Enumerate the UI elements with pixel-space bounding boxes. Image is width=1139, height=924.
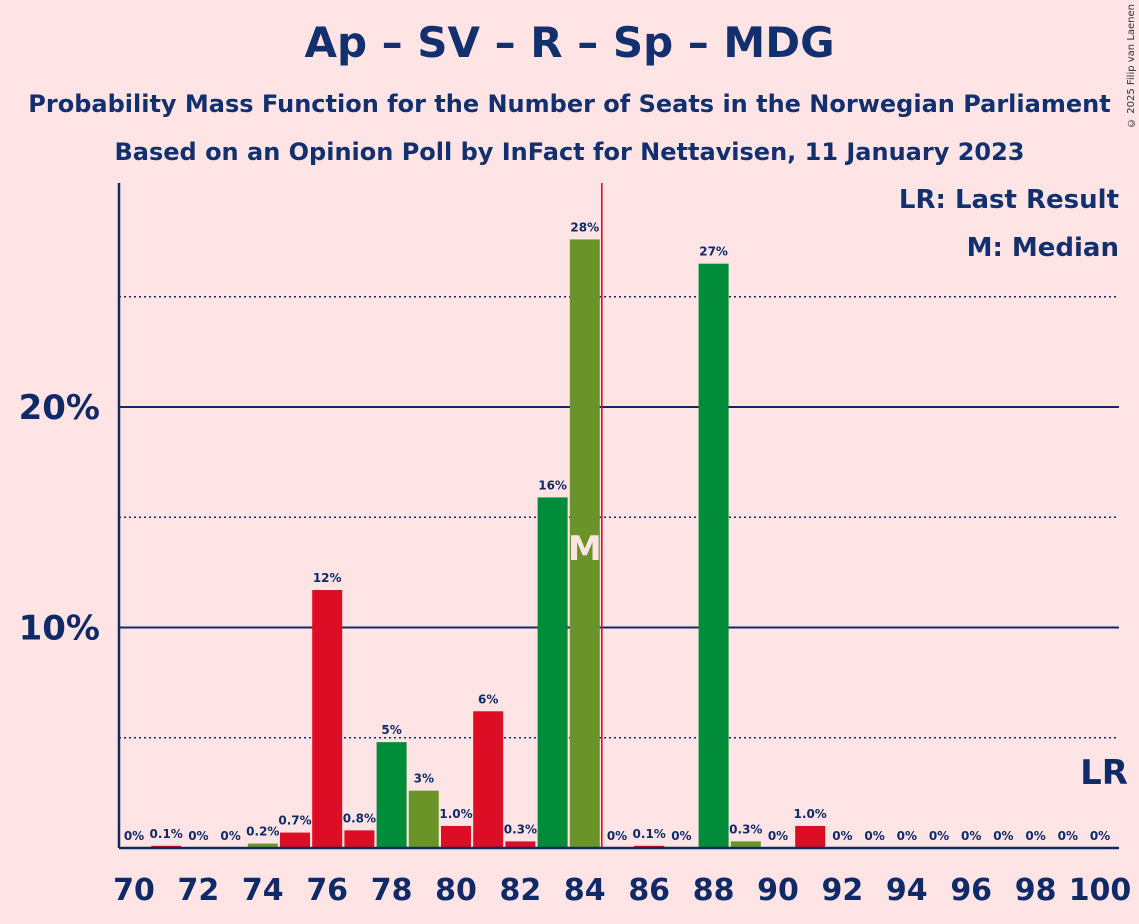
bar-label: 0.2% (246, 825, 279, 839)
bar-label: 0% (897, 829, 917, 843)
bar-label: 1.0% (794, 807, 827, 821)
bars (151, 239, 826, 849)
bar-label: 0.7% (278, 814, 311, 828)
chart-title: Ap – SV – R – Sp – MDG (304, 18, 835, 67)
bar-label: 0% (929, 829, 949, 843)
bar-label: 0.1% (633, 827, 666, 841)
last-result-marker: LR (1080, 753, 1128, 793)
bar-label: 27% (699, 245, 728, 259)
bar-label: 0% (864, 829, 884, 843)
chart-subtitle: Probability Mass Function for the Number… (28, 90, 1111, 118)
chart-source: Based on an Opinion Poll by InFact for N… (114, 138, 1025, 166)
bar-labels: 0% 0.1% 0% 0% 0.2%0.7% 12% 0.8% 5% 3% 1.0% 6% 0.3% 1… (124, 220, 1110, 843)
bar-label: 28% (570, 220, 599, 234)
gridlines (119, 295, 1119, 739)
x-tick-label: 100 (1069, 873, 1132, 908)
bar-label: 0% (832, 829, 852, 843)
bar-label: 0.3% (729, 822, 762, 836)
x-tick-label: 98 (1015, 873, 1057, 908)
x-tick-label: 92 (822, 873, 864, 908)
bar (698, 263, 729, 848)
bar (312, 590, 343, 848)
axes: 10% 20% 70 72 74 76 78 80 82 84 86 88 90 92 94 96 98 100 L… (19, 183, 1132, 908)
bar-label: 0.3% (504, 822, 537, 836)
bar (473, 711, 504, 848)
bar-label: 0% (220, 829, 240, 843)
x-tick-label: 82 (500, 873, 542, 908)
y-tick-label: 20% (19, 388, 100, 428)
bar (505, 841, 536, 848)
bar (376, 742, 407, 848)
bar (408, 790, 439, 848)
bar-label: 0% (993, 829, 1013, 843)
x-tick-label: 78 (371, 873, 413, 908)
bar-label: 0% (124, 829, 144, 843)
x-tick-label: 70 (113, 873, 155, 908)
bar-label: 1.0% (439, 807, 472, 821)
x-tick-label: 86 (628, 873, 670, 908)
bar-label: 0% (1025, 829, 1045, 843)
bar-label: 0% (1090, 829, 1110, 843)
bar-label: 6% (478, 692, 498, 706)
x-tick-label: 94 (886, 873, 928, 908)
bar-label: 0.8% (343, 811, 376, 825)
bar-label: 0.1% (150, 827, 183, 841)
x-tick-label: 72 (178, 873, 220, 908)
bar (280, 832, 310, 848)
x-tick-label: 84 (564, 873, 606, 908)
bar-label: 0% (188, 829, 208, 843)
x-tick-label: 96 (950, 873, 992, 908)
bar (247, 843, 278, 848)
bar (730, 841, 761, 848)
x-tick-label: 76 (306, 873, 348, 908)
bar-label: 0% (671, 829, 691, 843)
bar-label: 0% (768, 829, 788, 843)
bar-label: 16% (538, 478, 567, 492)
x-tick-label: 80 (435, 873, 477, 908)
bar (795, 825, 826, 848)
bar (569, 239, 600, 849)
bar (441, 825, 471, 848)
x-tick-label: 88 (693, 873, 735, 908)
bar-label: 12% (313, 571, 342, 585)
bar-label: 5% (381, 723, 401, 737)
bar-label: 3% (414, 772, 434, 786)
legend-last-result: LR: Last Result (898, 185, 1119, 215)
bar-label: 0% (961, 829, 981, 843)
bar (537, 497, 568, 848)
y-tick-label: 10% (19, 609, 100, 649)
bar-label: 0% (607, 829, 627, 843)
bar-label: 0% (1058, 829, 1078, 843)
legend-median: M: Median (966, 233, 1119, 263)
x-tick-label: 74 (242, 873, 284, 908)
bar (344, 830, 375, 848)
x-tick-label: 90 (757, 873, 799, 908)
median-marker: M (568, 529, 602, 569)
